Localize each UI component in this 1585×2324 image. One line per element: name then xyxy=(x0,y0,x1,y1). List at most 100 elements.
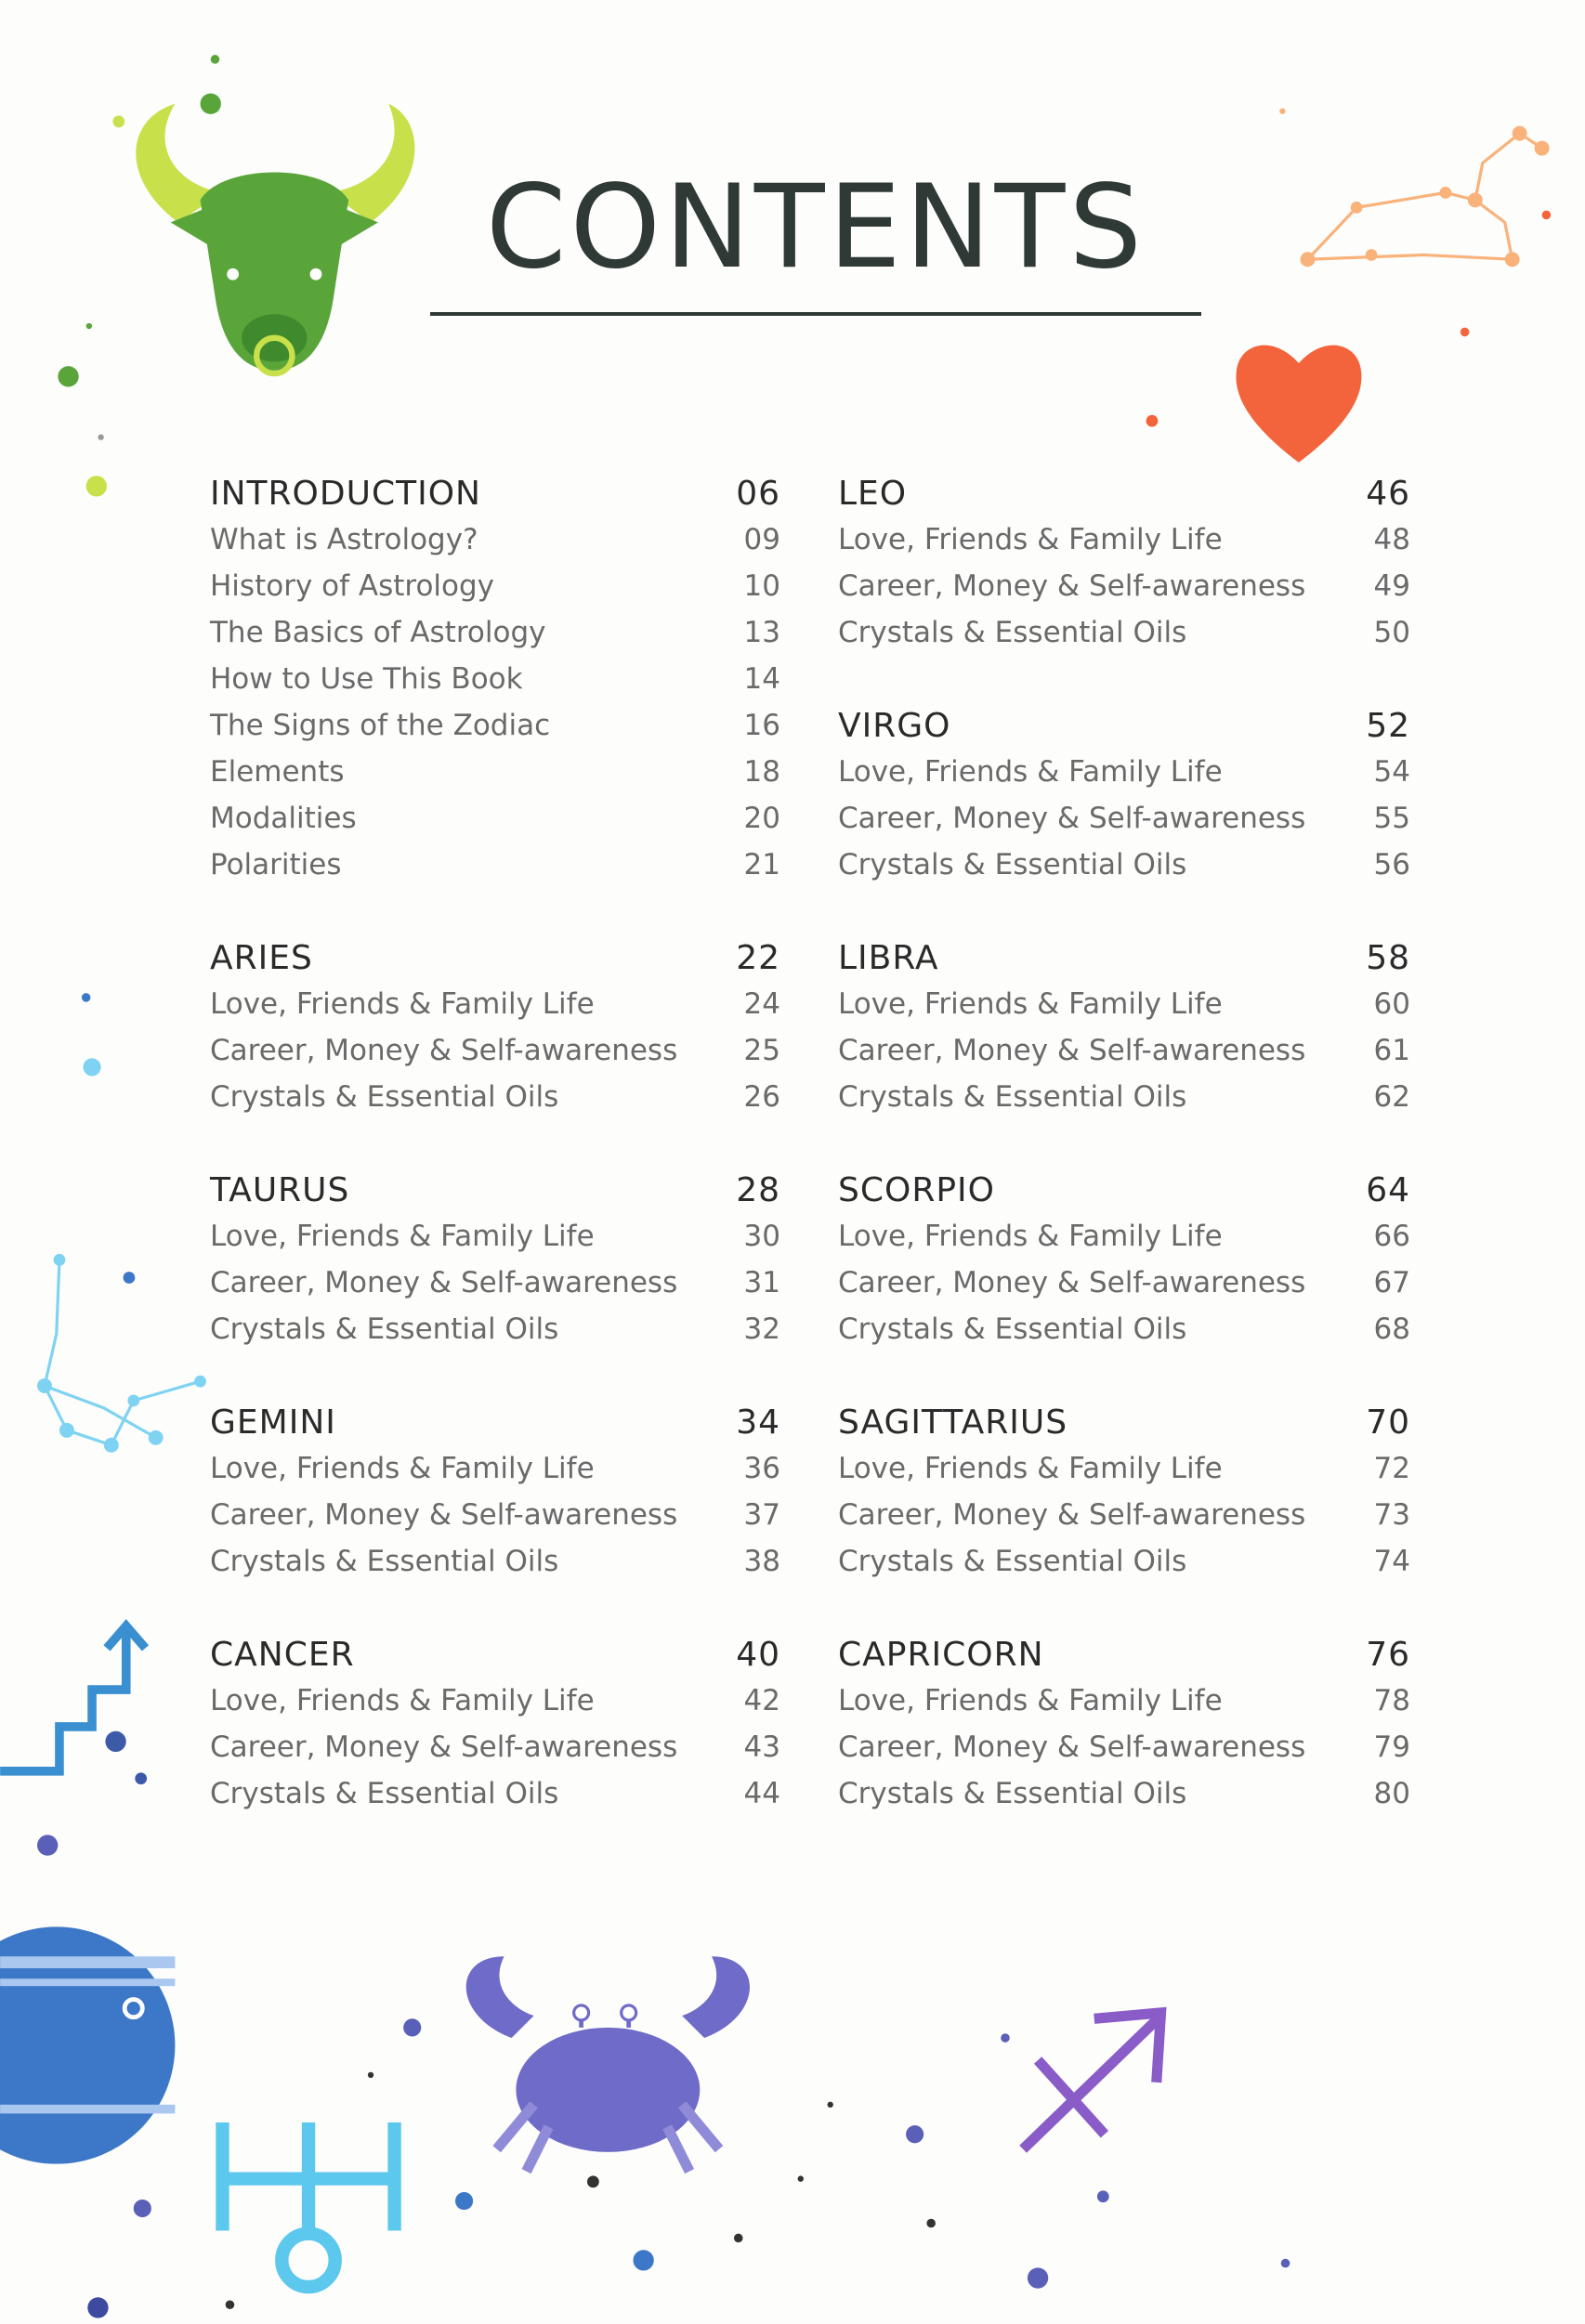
toc-entry[interactable]: Love, Friends & Family Life 60 xyxy=(838,981,1410,1027)
toc-entry[interactable]: Love, Friends & Family Life 24 xyxy=(210,981,780,1027)
entry-title: Career, Money & Self-awareness xyxy=(210,1034,678,1067)
toc-entry[interactable]: Crystals & Essential Oils 68 xyxy=(838,1306,1410,1352)
entry-page-number: 31 xyxy=(743,1266,780,1299)
decorative-dot xyxy=(1001,2033,1010,2043)
decorative-dot xyxy=(105,1730,126,1753)
toc-entry[interactable]: The Signs of the Zodiac 16 xyxy=(210,702,780,749)
entry-page-number: 25 xyxy=(743,1034,780,1067)
leo-constellation-icon xyxy=(1300,125,1550,268)
toc-section-heading[interactable]: SCORPIO 64 xyxy=(838,1167,1410,1213)
sagittarius-arrow-icon xyxy=(1019,2006,1167,2153)
entry-page-number: 44 xyxy=(743,1777,780,1810)
toc-entry[interactable]: What is Astrology? 09 xyxy=(210,516,780,563)
toc-section-heading[interactable]: SAGITTARIUS 70 xyxy=(838,1399,1410,1445)
decorative-dot xyxy=(37,1834,59,1856)
entry-title: Love, Friends & Family Life xyxy=(838,1684,1223,1717)
decorative-dot xyxy=(1096,2190,1109,2203)
entry-title: Crystals & Essential Oils xyxy=(838,1777,1187,1810)
toc-entry[interactable]: Love, Friends & Family Life 48 xyxy=(838,516,1410,563)
toc-entry[interactable]: Career, Money & Self-awareness 25 xyxy=(210,1027,780,1074)
entry-page-number: 61 xyxy=(1373,1034,1410,1067)
toc-entry[interactable]: Crystals & Essential Oils 26 xyxy=(210,1074,780,1120)
decorative-dot xyxy=(200,93,221,114)
section-page-number: 70 xyxy=(1366,1403,1410,1442)
section-title: SAGITTARIUS xyxy=(838,1403,1068,1442)
toc-section-heading[interactable]: LIBRA 58 xyxy=(838,934,1410,981)
toc-entry[interactable]: Career, Money & Self-awareness 79 xyxy=(838,1724,1410,1770)
toc-entry[interactable]: Career, Money & Self-awareness 73 xyxy=(838,1492,1410,1538)
toc-entry[interactable]: Elements 18 xyxy=(210,749,780,795)
toc-entry[interactable]: Career, Money & Self-awareness 43 xyxy=(210,1724,780,1770)
toc-entry[interactable]: Love, Friends & Family Life 78 xyxy=(838,1678,1410,1724)
toc-entry[interactable]: History of Astrology 10 xyxy=(210,563,780,609)
decorative-dot xyxy=(58,366,79,387)
toc-entry[interactable]: Polarities 21 xyxy=(210,842,780,888)
decorative-dot xyxy=(83,1058,101,1077)
toc-entry[interactable]: Crystals & Essential Oils 74 xyxy=(838,1538,1410,1585)
toc-entry[interactable]: Crystals & Essential Oils 80 xyxy=(838,1770,1410,1817)
toc-entry[interactable]: Crystals & Essential Oils 62 xyxy=(838,1074,1410,1120)
toc-section-heading[interactable]: INTRODUCTION 06 xyxy=(210,470,780,516)
toc-entry[interactable]: Career, Money & Self-awareness 49 xyxy=(838,563,1410,609)
entry-title: What is Astrology? xyxy=(210,523,478,556)
stairs-arrow-icon xyxy=(0,1619,150,1776)
toc-entry[interactable]: Modalities 20 xyxy=(210,795,780,842)
toc-section-heading[interactable]: GEMINI 34 xyxy=(210,1399,780,1445)
entry-title: Career, Money & Self-awareness xyxy=(838,1730,1306,1764)
section-page-number: 46 xyxy=(1366,474,1410,513)
toc-section-heading[interactable]: CAPRICORN 76 xyxy=(838,1631,1410,1678)
entry-title: Career, Money & Self-awareness xyxy=(838,1034,1306,1067)
entry-page-number: 50 xyxy=(1373,616,1410,649)
decorative-dot xyxy=(1280,2258,1290,2268)
toc-entry[interactable]: Crystals & Essential Oils 44 xyxy=(210,1770,780,1817)
entry-page-number: 26 xyxy=(743,1080,780,1114)
decorative-dot xyxy=(85,322,93,330)
toc-entry[interactable]: Crystals & Essential Oils 50 xyxy=(838,609,1410,656)
toc-section-heading[interactable]: CANCER 40 xyxy=(210,1631,780,1678)
toc-entry[interactable]: Love, Friends & Family Life 30 xyxy=(210,1213,780,1260)
section-title: LIBRA xyxy=(838,938,939,977)
toc-section-heading[interactable]: LEO 46 xyxy=(838,470,1410,516)
decorative-dot xyxy=(123,1272,136,1284)
toc-section-heading[interactable]: ARIES 22 xyxy=(210,934,780,981)
toc-entry[interactable]: Career, Money & Self-awareness 67 xyxy=(838,1260,1410,1306)
toc-left-column: INTRODUCTION 06 What is Astrology? 09 Histor… xyxy=(210,470,780,1863)
decorative-dot xyxy=(1541,210,1552,220)
entry-title: Career, Money & Self-awareness xyxy=(838,802,1306,835)
toc-entry[interactable]: Crystals & Essential Oils 56 xyxy=(838,842,1410,888)
toc-entry[interactable]: The Basics of Astrology 13 xyxy=(210,609,780,656)
toc-entry[interactable]: Crystals & Essential Oils 32 xyxy=(210,1306,780,1352)
toc-section-heading[interactable]: TAURUS 28 xyxy=(210,1167,780,1213)
decorative-dot xyxy=(98,434,104,440)
title-underline xyxy=(430,312,1201,316)
decorative-dot xyxy=(733,2233,743,2243)
decorative-dot xyxy=(633,2250,654,2271)
toc-entry[interactable]: Love, Friends & Family Life 36 xyxy=(210,1445,780,1492)
toc-entry[interactable]: Career, Money & Self-awareness 31 xyxy=(210,1260,780,1306)
toc-entry[interactable]: How to Use This Book 14 xyxy=(210,656,780,702)
toc-entry[interactable]: Love, Friends & Family Life 42 xyxy=(210,1678,780,1724)
section-spacer xyxy=(210,1120,780,1167)
entry-page-number: 79 xyxy=(1373,1730,1410,1764)
decorative-dot xyxy=(135,1772,148,1785)
entry-page-number: 73 xyxy=(1373,1498,1410,1532)
decorative-dot xyxy=(1146,414,1159,427)
section-page-number: 58 xyxy=(1366,938,1410,977)
entry-title: Crystals & Essential Oils xyxy=(210,1312,559,1346)
toc-entry[interactable]: Career, Money & Self-awareness 61 xyxy=(838,1027,1410,1074)
toc-entry[interactable]: Career, Money & Self-awareness 37 xyxy=(210,1492,780,1538)
section-title: VIRGO xyxy=(838,706,951,745)
toc-entry[interactable]: Love, Friends & Family Life 54 xyxy=(838,749,1410,795)
entry-page-number: 18 xyxy=(743,755,780,789)
entry-page-number: 32 xyxy=(743,1312,780,1346)
toc-entry[interactable]: Crystals & Essential Oils 38 xyxy=(210,1538,780,1585)
toc-entry[interactable]: Career, Money & Self-awareness 55 xyxy=(838,795,1410,842)
toc-entry[interactable]: Love, Friends & Family Life 72 xyxy=(838,1445,1410,1492)
entry-page-number: 43 xyxy=(743,1730,780,1764)
toc-section-heading[interactable]: VIRGO 52 xyxy=(838,702,1410,749)
toc-entry[interactable]: Love, Friends & Family Life 66 xyxy=(838,1213,1410,1260)
section-title: CANCER xyxy=(210,1635,355,1674)
entry-title: Elements xyxy=(210,755,345,789)
entry-title: Career, Money & Self-awareness xyxy=(210,1498,678,1532)
